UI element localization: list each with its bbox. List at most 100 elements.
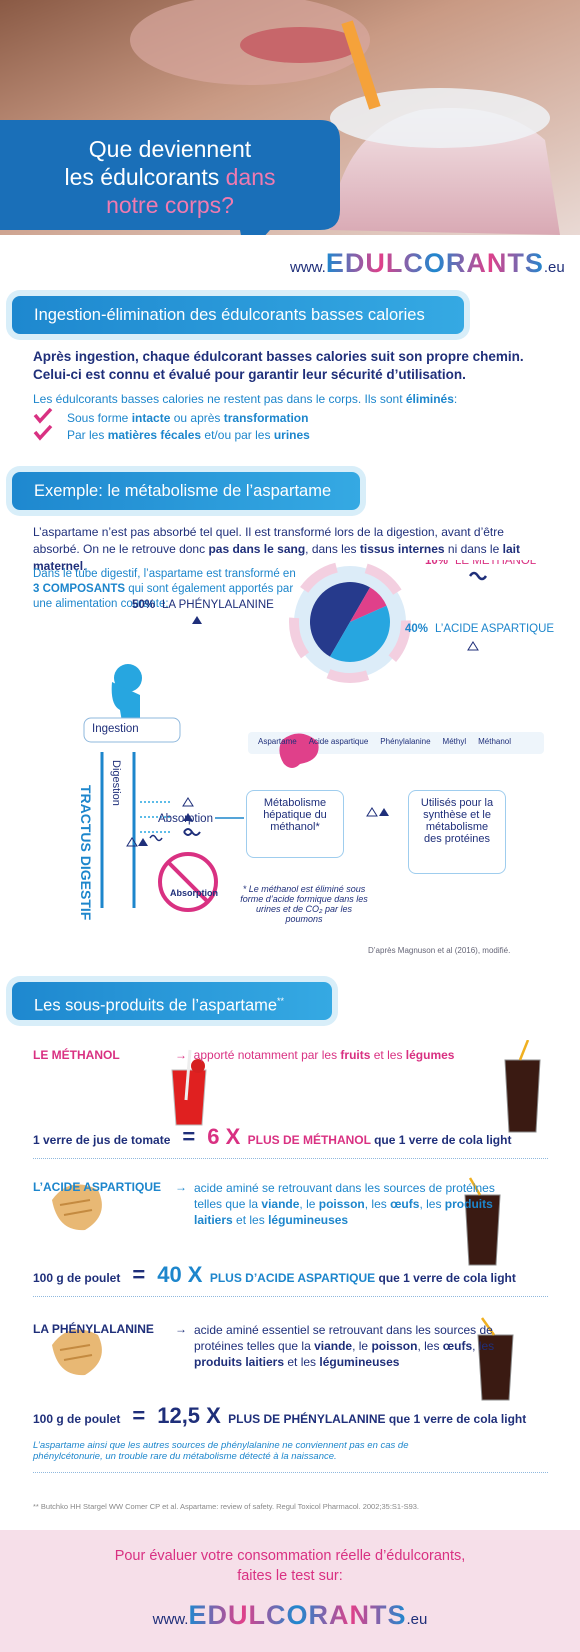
heading-mark: ** bbox=[277, 996, 285, 1006]
text-run: que 1 verre de cola light bbox=[370, 1133, 512, 1147]
pie-label: L’ACIDE ASPARTIQUE bbox=[435, 623, 554, 635]
text-run: viande bbox=[261, 1197, 300, 1211]
shape bbox=[52, 1184, 102, 1231]
diagram-footnote: * Le méthanol est éliminé sous forme d’a… bbox=[240, 884, 368, 924]
text-run: : bbox=[453, 392, 458, 406]
title-line: notre corps? bbox=[106, 192, 234, 218]
pie-value-label: 10% bbox=[425, 560, 448, 567]
footer-line: Pour évaluer votre consommation réelle d… bbox=[114, 1548, 466, 1564]
text-run: produits laitiers bbox=[194, 1197, 493, 1227]
separator bbox=[33, 1472, 548, 1473]
shape bbox=[330, 88, 550, 148]
diagram-label: Ingestion bbox=[92, 723, 139, 735]
shape bbox=[504, 1059, 541, 1133]
legend-entry: Méthyl bbox=[442, 737, 467, 746]
text-run: et les bbox=[232, 1213, 269, 1227]
lead-text: Les édulcorants basses calories ne reste… bbox=[33, 392, 553, 406]
text-run: lait maternel bbox=[33, 542, 520, 573]
shape bbox=[183, 828, 201, 836]
text-run: et les bbox=[370, 1048, 406, 1062]
text-run: , le bbox=[299, 1197, 319, 1211]
separator bbox=[33, 1158, 548, 1159]
diagram-legend: Aspartame Acide aspartique Phénylalanine Mé… bbox=[258, 737, 523, 746]
shape bbox=[464, 1059, 541, 1401]
item-title: L’ACIDE ASPARTIQUE bbox=[33, 1180, 162, 1194]
shape bbox=[140, 801, 172, 833]
text-run: éliminés bbox=[405, 392, 454, 406]
shape bbox=[468, 1040, 530, 1336]
shape bbox=[366, 807, 378, 817]
text-run: 3 COMPOSANTS bbox=[33, 583, 126, 595]
text-run: que 1 verre de cola light bbox=[385, 1412, 527, 1426]
shape bbox=[191, 1059, 205, 1073]
text-run: matières fécales bbox=[107, 428, 202, 442]
text-run: acide aminé essentiel se retrouvant dans… bbox=[194, 1323, 493, 1353]
shape bbox=[126, 837, 138, 847]
shape bbox=[83, 717, 181, 743]
arrow: → bbox=[175, 1322, 187, 1336]
text-run: ni dans le bbox=[444, 542, 503, 556]
shape bbox=[114, 664, 142, 692]
shape bbox=[518, 1040, 530, 1061]
icon bbox=[468, 571, 488, 581]
shape bbox=[33, 408, 53, 424]
text-run: que 1 verre de cola light bbox=[375, 1271, 516, 1285]
shape bbox=[240, 27, 360, 63]
main-title: Que deviennent les édulcorants dans notr… bbox=[0, 135, 340, 219]
shape bbox=[477, 1334, 514, 1401]
paragraph: L’aspartame n’est pas absorbé tel quel. … bbox=[33, 524, 553, 575]
shape bbox=[279, 733, 319, 768]
text-run: = bbox=[182, 1124, 196, 1149]
text-run: , les bbox=[417, 1339, 443, 1353]
text-run: , les bbox=[472, 1339, 495, 1353]
item-title: LA PHÉNYLALANINE bbox=[33, 1322, 154, 1336]
section-heading: Exemple: le métabolisme de l’aspartame bbox=[12, 472, 360, 510]
footer-text: Pour évaluer votre consommation réelle d… bbox=[0, 1546, 580, 1586]
shape bbox=[111, 682, 140, 722]
legend-entry: Aspartame bbox=[258, 737, 297, 746]
diagram-box: Métabolisme hépatique du méthanol* bbox=[246, 790, 344, 858]
diagram-label: Utilisés pour la synthèse et le métaboli… bbox=[420, 797, 494, 845]
text-run: légumes bbox=[405, 1048, 455, 1062]
icon bbox=[192, 616, 202, 624]
shape bbox=[464, 1194, 501, 1266]
diagram-label: Digestion bbox=[110, 760, 122, 806]
illustrations bbox=[52, 1040, 541, 1401]
item-desc: → apporté notamment par les fruits et le… bbox=[175, 1048, 535, 1062]
text-run: intacte bbox=[131, 411, 171, 425]
text-run: 6 X bbox=[207, 1124, 241, 1149]
pie-label: LA PHÉNYLALANINE bbox=[162, 598, 274, 611]
text-run: urines bbox=[273, 428, 310, 442]
text-run: poisson bbox=[371, 1339, 418, 1353]
comparison: 100 g de poulet = 12,5 X PLUS DE PHÉNYLALA… bbox=[33, 1403, 526, 1429]
shape bbox=[171, 1049, 207, 1126]
intro-text: Après ingestion, chaque édulcorant basse… bbox=[33, 348, 553, 384]
item-desc: acide aminé se retrouvant dans les sourc… bbox=[194, 1180, 524, 1228]
bullet: Par les matières fécales et/ou par les u… bbox=[67, 427, 310, 444]
arrow: → bbox=[175, 1180, 187, 1194]
title-line: Que deviennent bbox=[88, 136, 252, 162]
diagram-label: Absorption bbox=[170, 888, 218, 898]
shape bbox=[480, 1317, 496, 1336]
title-line: les édulcorants dans bbox=[0, 163, 340, 191]
text-run: , les bbox=[419, 1197, 445, 1211]
shape bbox=[33, 424, 53, 441]
text-run: œufs bbox=[442, 1339, 473, 1353]
check-icons bbox=[33, 408, 53, 441]
diagram-label: Métabolisme hépatique du méthanol* bbox=[263, 797, 327, 833]
text-run: pas dans le sang bbox=[208, 542, 306, 556]
heading-text: Les sous-produits de l’aspartame bbox=[34, 996, 278, 1015]
text-run: = bbox=[132, 1262, 146, 1287]
pie-slice bbox=[350, 587, 387, 622]
reference: ** Butchko HH Stargel WW Comer CP et al.… bbox=[33, 1502, 420, 1511]
text-run: , dans les bbox=[305, 542, 360, 556]
site-suffix: .eu bbox=[543, 259, 565, 276]
item-desc: acide aminé essentiel se retrouvant dans… bbox=[194, 1322, 534, 1370]
section-heading: Ingestion-élimination des édulcorants ba… bbox=[12, 296, 464, 334]
desc-text: apporté notamment par les fruits et les … bbox=[194, 1048, 455, 1062]
pie-slice bbox=[309, 582, 370, 657]
title-text: les édulcorants bbox=[64, 164, 226, 190]
text-run: . bbox=[83, 559, 87, 573]
text-run: Après ingestion, chaque édulcorant basse… bbox=[33, 349, 524, 382]
